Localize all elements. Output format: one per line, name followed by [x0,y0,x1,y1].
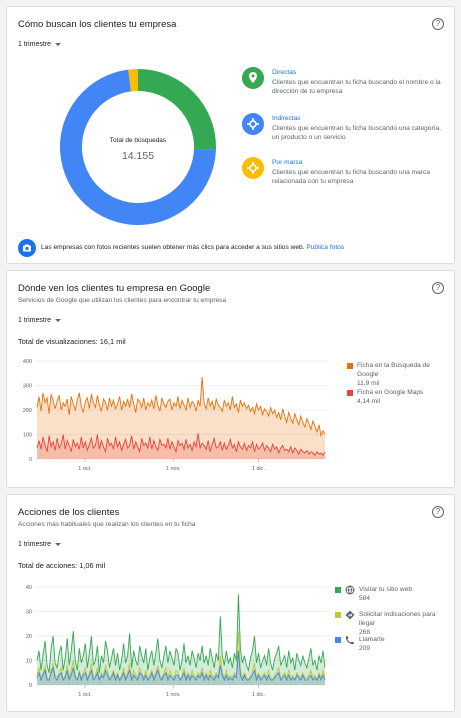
globe-icon [345,585,355,598]
views-area-chart: 0 100 200 300 400 1 oct. 1 nov. 1 dic. [23,359,329,472]
card-subtitle: Acciones más habituales que realizan los… [18,521,196,528]
x-tick-label: 1 dic. [252,692,266,698]
x-tick-label: 1 dic. [252,466,266,472]
card-title: Cómo buscan los clientes tu empresa [18,19,177,30]
views-card: Dónde ven los clientes tu empresa en Goo… [6,270,455,488]
help-icon[interactable]: ? [432,506,444,518]
y-tick-label: 100 [23,433,32,439]
views-total: Total de visualizaciones: 16,1 mil [18,337,126,346]
series-line [36,631,326,682]
directions-icon [345,610,355,623]
y-tick-label: 400 [23,359,32,365]
y-tick-label: 0 [29,683,32,689]
legend-label: Ficha en Google Maps [357,389,424,396]
legend-search: Ficha en la Búsqueda de Google 11,9 mil [347,361,447,388]
y-tick-label: 20 [26,634,32,640]
help-icon[interactable]: ? [432,282,444,294]
searches-donut-chart: Total de búsquedas 14.155 [60,69,217,225]
legend-value: 11,9 mil [357,380,380,387]
actions-total: Total de acciones: 1,06 mil [18,561,106,570]
location-pin-icon [242,67,264,89]
legend-label: Llamarte [359,636,385,643]
category-name: Indirectas [272,115,301,122]
category-name: Por marca [272,159,303,166]
series-area [37,433,325,459]
category-desc: Clientes que encuentran tu ficha buscand… [272,125,441,141]
legend-label: Solicitar indicaciones para llegar [359,611,436,627]
legend-swatch [347,363,353,369]
series-line [36,376,326,438]
donut-center-value: 14.155 [122,150,154,162]
period-dropdown[interactable]: 1 trimestre [18,41,62,48]
period-label: 1 trimestre [18,317,52,324]
legend-website: Visitar tu sitio web 584 [335,585,447,603]
brand-icon [242,157,264,179]
legend-directions: Solicitar indicaciones para llegar 268 [335,610,447,637]
actions-card: Acciones de los clientes ? Acciones más … [6,494,455,712]
y-tick-label: 300 [23,384,32,390]
card-title: Dónde ven los clientes tu empresa en Goo… [18,283,211,294]
series-area [37,376,325,459]
chevron-down-icon [55,542,62,546]
legend-swatch [335,637,341,643]
x-tick-label: 1 oct. [78,466,92,472]
series-line [36,650,326,682]
legend-value: 584 [359,595,371,602]
legend-value: 268 [359,629,371,636]
y-tick-label: 10 [26,659,32,665]
period-label: 1 trimestre [18,541,52,548]
photo-tip: Las empresas con fotos recientes suelen … [41,244,344,251]
publish-photos-link[interactable]: Publica fotos [306,244,345,251]
legend-label: Visitar tu sitio web [359,586,413,593]
y-tick-label: 0 [29,457,32,463]
search-category-icon [242,113,264,135]
legend-maps: Ficha en Google Maps 4,14 mil [347,388,447,406]
period-dropdown[interactable]: 1 trimestre [18,541,62,548]
chevron-down-icon [55,42,62,46]
photo-tip-icon [18,239,36,257]
legend-value: 4,14 mil [357,398,381,405]
category-name: Directas [272,69,297,76]
legend-calls: Llamarte 209 [335,635,447,653]
series-area [37,631,325,685]
legend-label: Ficha en la Búsqueda de Google [357,362,430,378]
chevron-down-icon [55,318,62,322]
legend-swatch [335,612,341,618]
donut-slice-por-marca[interactable] [128,69,138,92]
legend-swatch [347,390,353,396]
search-breakdown-card: Cómo buscan los clientes tu empresa ? 1 … [6,6,455,264]
legend-value: 209 [359,645,371,652]
x-tick-label: 1 nov. [166,466,181,472]
card-subtitle: Servicios de Google que utilizan los cli… [18,297,227,304]
x-tick-label: 1 oct. [78,692,92,698]
photo-tip-text: Las empresas con fotos recientes suelen … [41,244,305,251]
phone-icon [345,635,355,648]
y-tick-label: 30 [26,610,32,616]
donut-slice-directas[interactable] [138,69,217,150]
series-area [37,650,325,685]
period-label: 1 trimestre [18,41,52,48]
category-desc: Clientes que encuentran tu ficha buscand… [272,169,430,185]
y-tick-label: 200 [23,408,32,414]
series-line [36,594,326,673]
period-dropdown[interactable]: 1 trimestre [18,317,62,324]
help-icon[interactable]: ? [432,18,444,30]
y-tick-label: 40 [26,585,32,591]
donut-center-label: Total de búsquedas [110,137,167,144]
x-tick-label: 1 nov. [166,692,181,698]
actions-area-chart: 0 10 20 30 40 1 oct. 1 nov. 1 dic. [26,585,329,698]
series-line [36,433,326,457]
category-desc: Clientes que encuentran tu ficha buscand… [272,79,441,95]
card-title: Acciones de los clientes [18,507,120,518]
series-area [37,594,325,685]
legend-swatch [335,587,341,593]
